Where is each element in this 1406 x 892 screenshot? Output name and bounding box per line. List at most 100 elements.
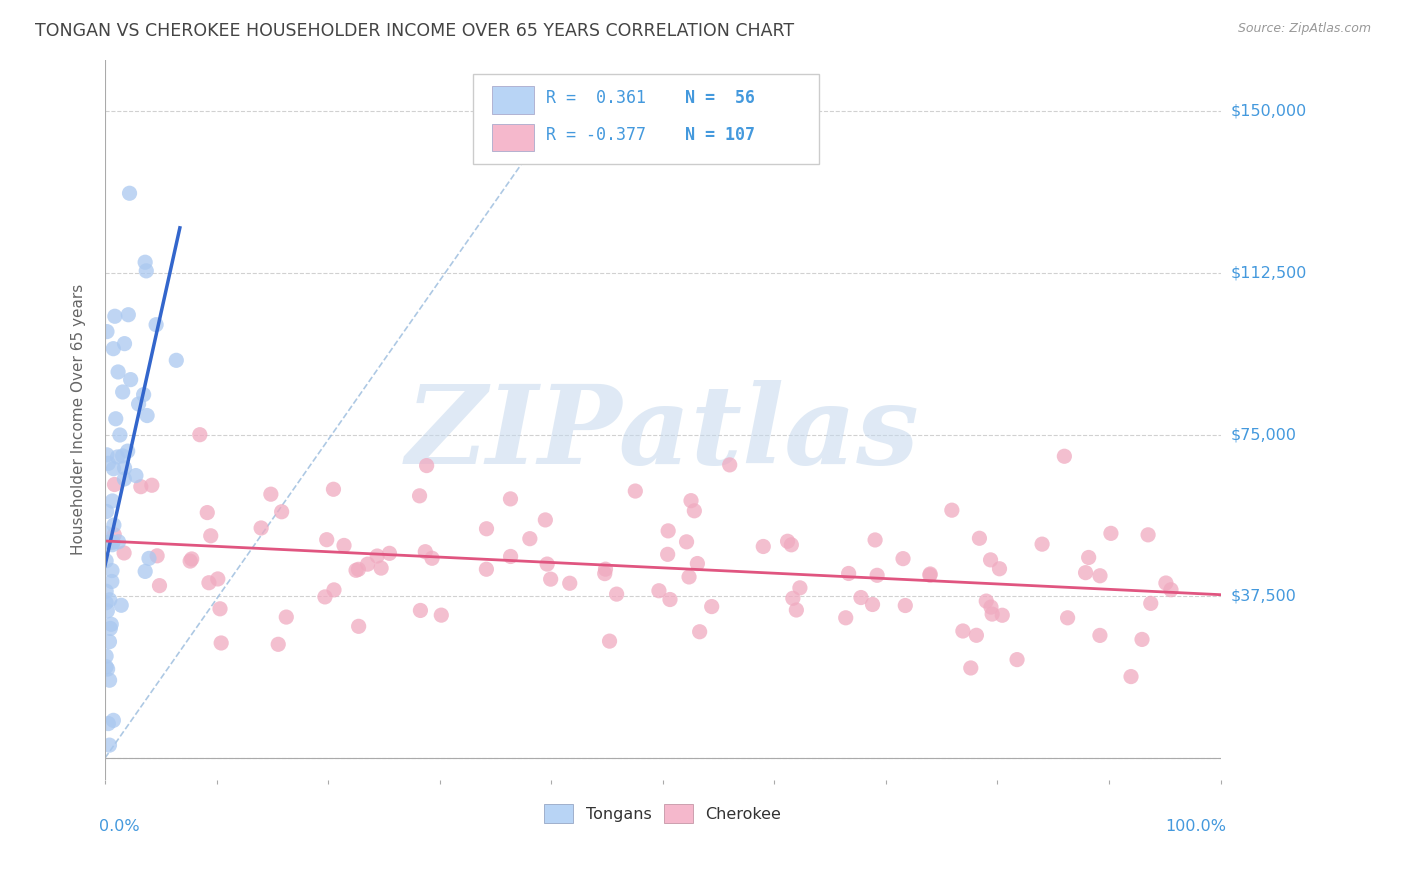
Text: N = 107: N = 107 — [685, 126, 755, 145]
Point — [624, 484, 647, 499]
Point — [430, 608, 453, 623]
Point — [991, 608, 1014, 623]
Point — [120, 373, 142, 387]
Point — [475, 562, 498, 576]
Point — [97, 456, 120, 470]
Text: TONGAN VS CHEROKEE HOUSEHOLDER INCOME OVER 65 YEARS CORRELATION CHART: TONGAN VS CHEROKEE HOUSEHOLDER INCOME OV… — [35, 22, 794, 40]
Y-axis label: Householder Income Over 65 years: Householder Income Over 65 years — [72, 284, 86, 555]
Point — [776, 534, 799, 549]
Point — [96, 584, 118, 599]
Point — [207, 572, 229, 586]
Point — [1154, 576, 1177, 591]
Point — [208, 602, 231, 616]
Point — [270, 505, 292, 519]
Point — [107, 450, 129, 464]
Point — [952, 624, 974, 638]
Point — [536, 557, 558, 571]
Text: $37,500: $37,500 — [1230, 589, 1296, 604]
Point — [980, 600, 1002, 615]
Point — [344, 563, 367, 577]
Point — [894, 599, 917, 613]
Point — [686, 557, 709, 571]
Point — [408, 489, 430, 503]
Point — [103, 518, 125, 533]
Point — [322, 483, 344, 497]
Point — [866, 568, 889, 582]
Point — [188, 427, 211, 442]
FancyBboxPatch shape — [492, 87, 534, 113]
Point — [657, 547, 679, 561]
Point — [96, 604, 118, 618]
Point — [333, 538, 356, 552]
Point — [1139, 596, 1161, 610]
Text: N =  56: N = 56 — [685, 89, 755, 107]
Point — [315, 533, 337, 547]
Point — [98, 634, 121, 648]
Point — [941, 503, 963, 517]
Point — [132, 387, 155, 401]
Point — [752, 540, 775, 554]
Point — [378, 546, 401, 560]
Point — [101, 494, 124, 508]
Point — [110, 599, 132, 613]
Point — [111, 449, 134, 463]
Point — [540, 572, 562, 586]
Point — [595, 562, 617, 576]
Point — [863, 533, 886, 547]
Point — [165, 353, 187, 368]
Point — [648, 583, 671, 598]
Point — [683, 504, 706, 518]
Point — [323, 582, 346, 597]
Point — [94, 596, 117, 610]
Point — [593, 566, 616, 581]
Point — [1074, 566, 1097, 580]
Point — [838, 566, 860, 581]
Text: $112,500: $112,500 — [1230, 266, 1306, 280]
Point — [134, 255, 156, 269]
Point — [118, 186, 141, 201]
Point — [675, 534, 697, 549]
Text: R = -0.377: R = -0.377 — [546, 126, 645, 145]
Point — [146, 549, 169, 563]
Point — [117, 308, 139, 322]
Point — [125, 468, 148, 483]
Point — [606, 587, 628, 601]
Point — [835, 611, 858, 625]
Point — [136, 409, 159, 423]
Point — [974, 594, 997, 608]
Point — [981, 607, 1004, 621]
Point — [679, 493, 702, 508]
Point — [145, 318, 167, 332]
Text: R =  0.361: R = 0.361 — [546, 89, 645, 107]
Point — [499, 549, 522, 564]
Point — [659, 592, 682, 607]
Legend: Tongans, Cherokee: Tongans, Cherokee — [537, 798, 787, 830]
Point — [97, 716, 120, 731]
Point — [179, 554, 201, 568]
Point — [98, 534, 121, 549]
Point — [94, 659, 117, 673]
Point — [689, 624, 711, 639]
Point — [534, 513, 557, 527]
FancyBboxPatch shape — [492, 124, 534, 151]
Text: $75,000: $75,000 — [1230, 427, 1296, 442]
Point — [1088, 628, 1111, 642]
Point — [94, 526, 117, 541]
Point — [98, 738, 121, 752]
Point — [96, 448, 118, 462]
Point — [98, 621, 121, 635]
Point — [100, 617, 122, 632]
Point — [782, 591, 804, 606]
Point — [101, 564, 124, 578]
Point — [1077, 550, 1099, 565]
Point — [104, 411, 127, 425]
Point — [103, 477, 125, 491]
Point — [420, 551, 443, 566]
Point — [250, 521, 273, 535]
Point — [108, 428, 131, 442]
Point — [129, 480, 152, 494]
Point — [198, 575, 221, 590]
Point — [96, 325, 118, 339]
Point — [267, 637, 290, 651]
Point — [599, 634, 621, 648]
